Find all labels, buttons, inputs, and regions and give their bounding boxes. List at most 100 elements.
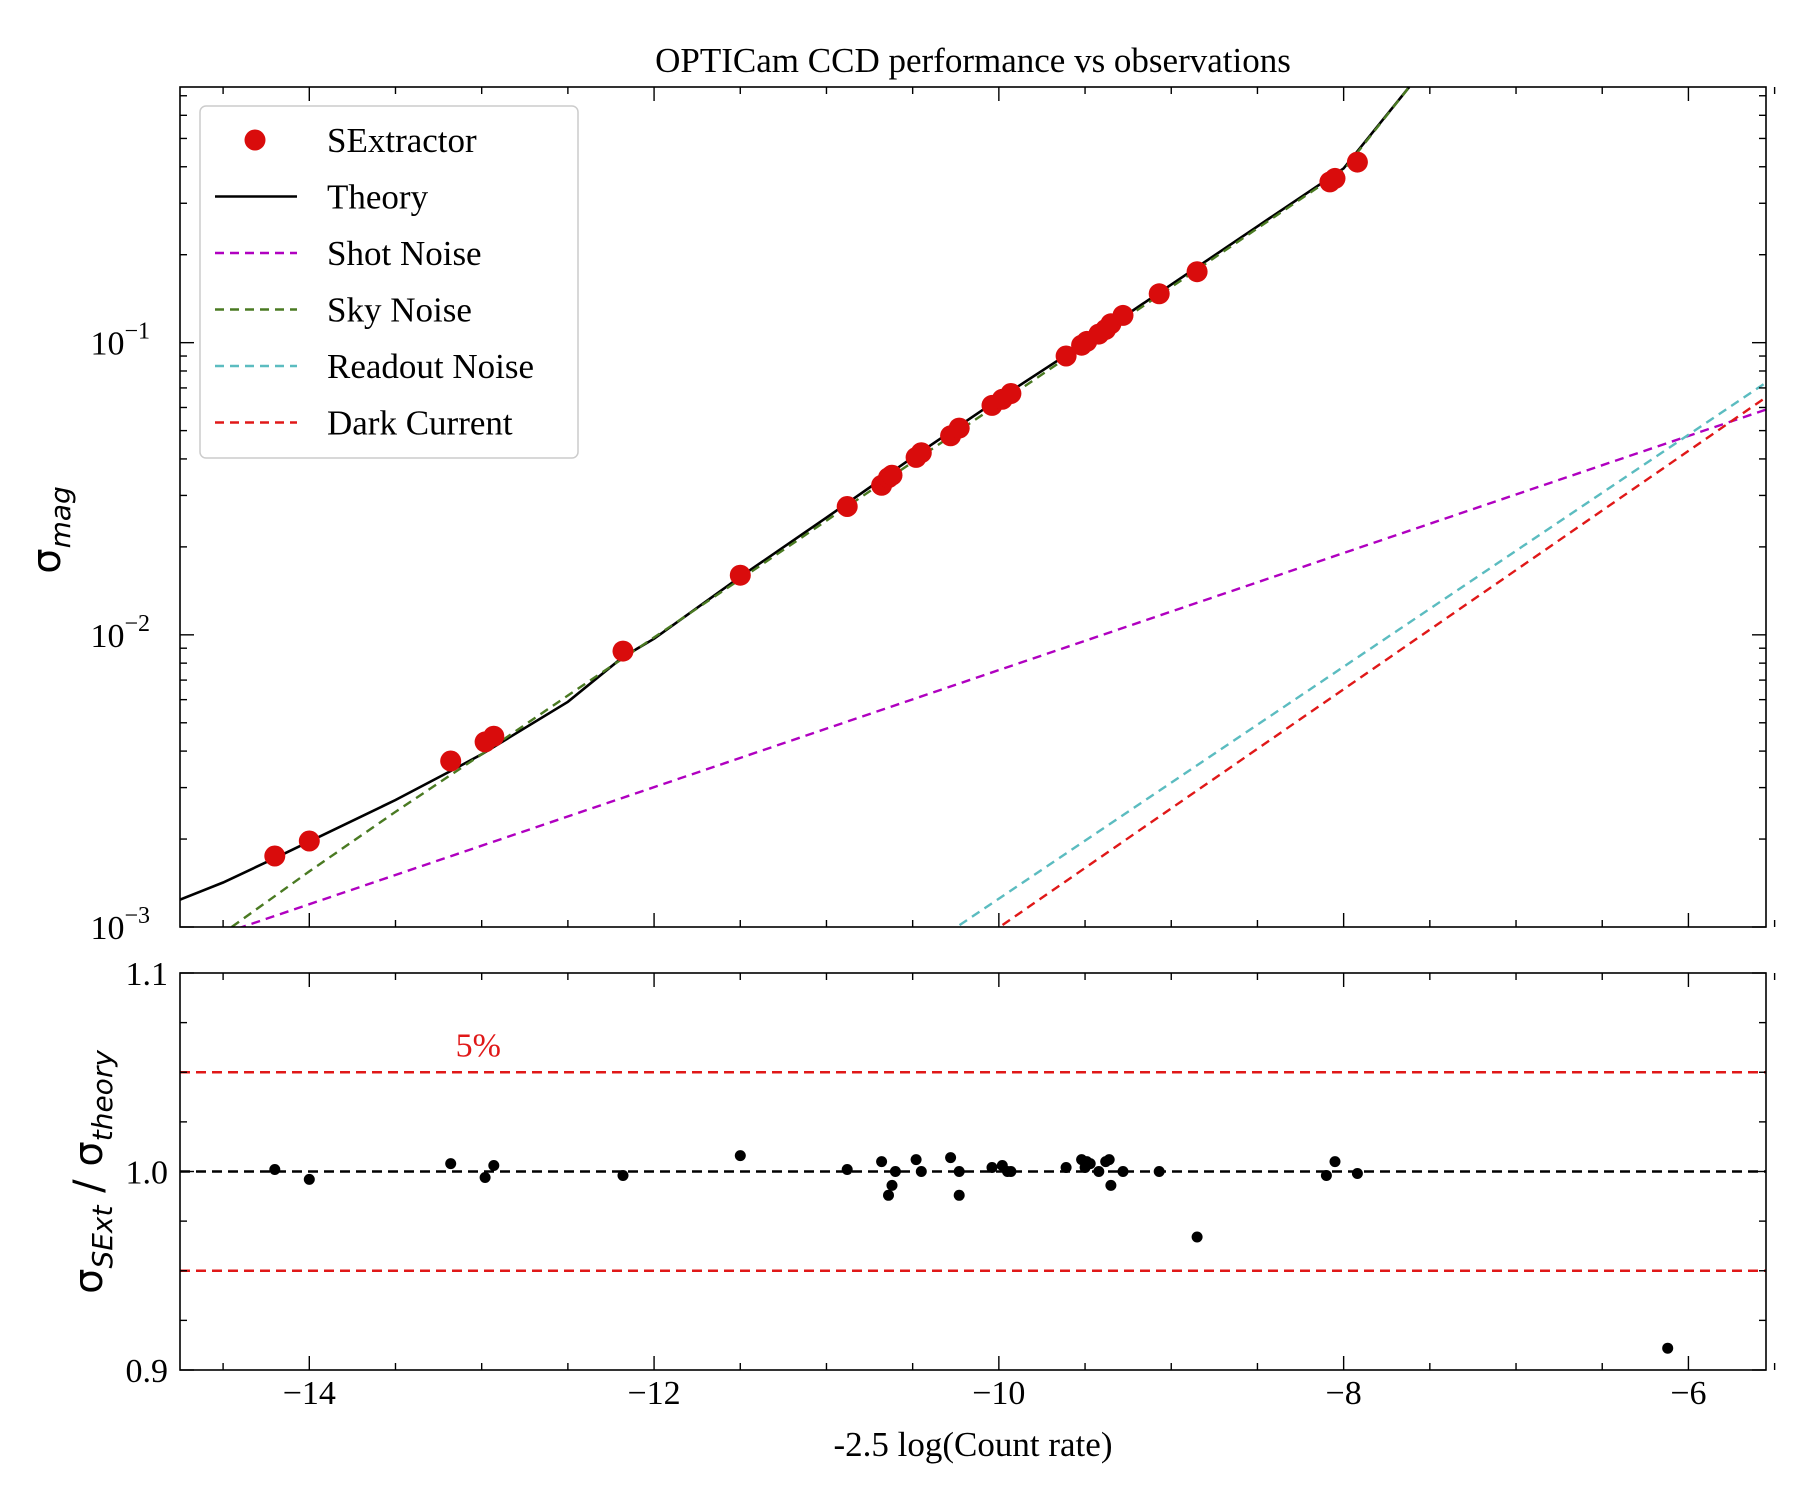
ratio-point (910, 1154, 922, 1166)
sextractor-point (483, 725, 505, 747)
ratio-point (841, 1164, 853, 1175)
sky-curve (231, 87, 1411, 927)
legend-label-theory: Theory (327, 178, 429, 217)
top-y-tick-labels: 10−310−210−1 (90, 319, 150, 947)
sextractor-point (1000, 383, 1022, 404)
legend-label-sextractor: SExtractor (327, 121, 477, 160)
x-tick-label: −12 (627, 1375, 680, 1412)
ratio-point (269, 1164, 281, 1175)
bottom-ylabel-slash: / (66, 1167, 112, 1206)
readout-curve (954, 381, 1766, 927)
legend-marker-sextractor (244, 129, 266, 151)
top-ylabel-symbol: σ (24, 548, 70, 573)
bottom-y-tick-labels: 0.9 1.0 1.1 (126, 956, 169, 1390)
x-tick-label: −10 (972, 1375, 1025, 1412)
legend: SExtractor Theory Shot Noise Sky Noise Reado… (199, 105, 579, 459)
tick-label-exponent: −3 (124, 903, 150, 929)
bottom-y-axis-label: σSExt / σtheory (66, 1050, 119, 1294)
bottom-ylabel-subscript-2: theory (86, 1050, 119, 1142)
ratio-point (1351, 1168, 1363, 1179)
shot-curve (238, 408, 1766, 927)
ratio-point (889, 1166, 901, 1177)
top-axis-ticks (180, 87, 1776, 928)
top-ylabel-subscript: mag (44, 486, 77, 548)
ratio-point (883, 1189, 894, 1201)
ratio-point (1329, 1156, 1341, 1168)
ratio-point (1060, 1162, 1072, 1173)
bottom-axis-ticks (180, 972, 1776, 1371)
x-tick-label: −14 (283, 1375, 336, 1412)
legend-label-readout: Readout Noise (327, 347, 534, 386)
ratio-point (488, 1160, 500, 1171)
x-tick-label: −6 (1670, 1375, 1706, 1412)
ratio-point (303, 1173, 315, 1185)
ratio-point (876, 1156, 888, 1168)
top-y-tick-label: 10−2 (90, 611, 150, 655)
five-percent-annotation: 5% (456, 1027, 501, 1064)
ratio-point (1662, 1342, 1674, 1354)
sextractor-point (881, 464, 903, 486)
x-tick-label: −8 (1326, 1375, 1362, 1412)
legend-label-dark: Dark Current (327, 404, 513, 443)
ratio-point (617, 1170, 629, 1181)
tick-label-exponent: −2 (124, 611, 150, 637)
top-panel: OPTICam CCD performance vs observations … (24, 41, 1776, 947)
ratio-point (986, 1162, 998, 1173)
top-plot-frame (179, 86, 1767, 928)
sextractor-point (729, 564, 751, 586)
bottom-plot-area (180, 1071, 1766, 1354)
bottom-y-tick-label: 1.1 (126, 956, 169, 993)
sextractor-point (1112, 304, 1134, 326)
x-tick-labels: −14 −12 −10 −8 −6 (283, 1375, 1707, 1412)
sextractor-point (298, 830, 320, 852)
bottom-y-tick-label: 1.0 (126, 1155, 169, 1192)
dark-curve (997, 396, 1766, 927)
sextractor-point (612, 640, 634, 662)
x-axis-label: -2.5 log(Count rate) (834, 1425, 1113, 1464)
tick-label-exponent: −1 (124, 319, 150, 345)
sextractor-point (948, 417, 970, 439)
sextractor-point (440, 750, 462, 772)
top-y-tick-label: 10−1 (90, 319, 150, 363)
ratio-point (1103, 1154, 1115, 1166)
legend-label-shot: Shot Noise (327, 234, 482, 273)
sextractor-point (1055, 345, 1077, 367)
ratio-point (1153, 1166, 1165, 1177)
bottom-panel: 0.9 1.0 1.1 −14 −12 −10 −8 −6 -2.5 log(Count r… (66, 956, 1776, 1464)
ratio-point (1005, 1166, 1017, 1177)
bottom-ylabel-symbol-1: σ (66, 1269, 112, 1294)
legend-box (199, 105, 579, 459)
tick-label-base: 10 (90, 326, 124, 363)
ratio-point (953, 1189, 965, 1201)
tick-label-base: 10 (90, 618, 124, 655)
sextractor-point (836, 496, 858, 517)
sextractor-point (1186, 261, 1208, 283)
ratio-point (953, 1166, 965, 1177)
chart-title: OPTICam CCD performance vs observations (655, 41, 1291, 80)
ratio-point (1093, 1166, 1105, 1177)
ratio-point (734, 1150, 746, 1162)
ratio-point (1117, 1166, 1129, 1177)
ratio-point (1191, 1231, 1203, 1243)
bottom-ylabel-symbol-2: σ (66, 1141, 112, 1166)
ratio-point (945, 1152, 957, 1164)
ratio-point (479, 1172, 491, 1183)
sextractor-point (264, 845, 286, 867)
top-y-axis-label: σmag (24, 486, 77, 574)
ratio-point (886, 1179, 898, 1191)
sextractor-point (1148, 283, 1170, 305)
ratio-point (915, 1166, 927, 1177)
top-plot-area (180, 87, 1766, 927)
top-y-tick-label: 10−3 (90, 903, 150, 947)
legend-label-sky: Sky Noise (327, 291, 472, 330)
ratio-point (445, 1158, 457, 1170)
ratio-point (1105, 1179, 1117, 1191)
ratio-point (1084, 1158, 1096, 1170)
tick-label-base: 10 (90, 910, 124, 947)
sextractor-point (910, 442, 932, 464)
bottom-y-tick-label: 0.9 (126, 1353, 169, 1390)
sextractor-point (1324, 167, 1346, 189)
ratio-point (1320, 1170, 1332, 1181)
sextractor-point (1346, 151, 1368, 173)
bottom-ylabel-subscript-1: SExt (86, 1205, 119, 1269)
